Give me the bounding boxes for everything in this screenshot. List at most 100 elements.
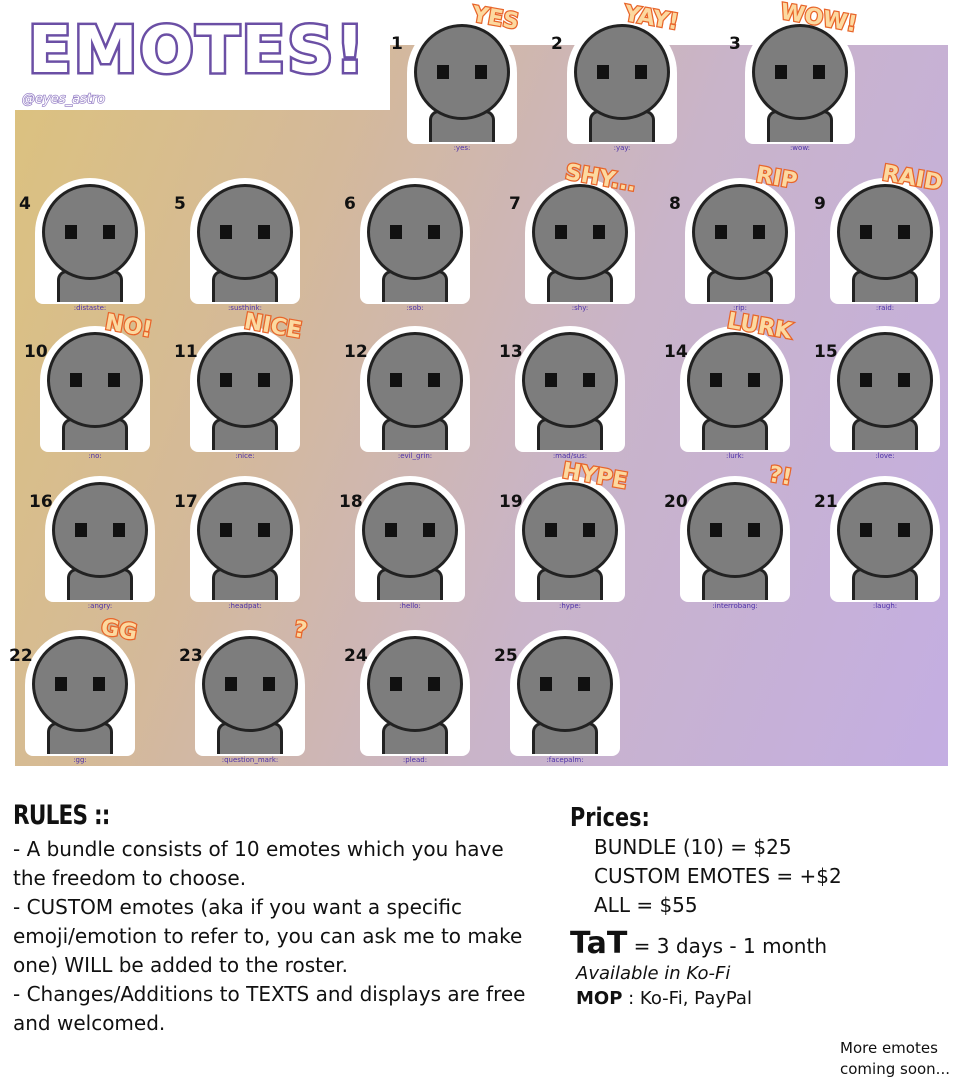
- emote-number: 4: [19, 194, 31, 214]
- payment-methods: MOP : Ko-Fi, PayPal: [576, 988, 950, 1009]
- emote-head: [197, 482, 293, 578]
- emote-eyes: [710, 373, 760, 387]
- emote-head: [837, 184, 933, 280]
- mop-label: MOP: [576, 988, 623, 1009]
- emote-eyes: [775, 65, 825, 79]
- emote-label: :plead:: [402, 756, 428, 764]
- emote-eyes: [545, 373, 595, 387]
- emote-number: 22: [9, 646, 33, 666]
- emote-label: :facepalm:: [546, 756, 584, 764]
- rules-heading: RULES ::: [13, 800, 110, 831]
- emote-number: 23: [179, 646, 203, 666]
- emote-rip: 8 RIP:rip:: [665, 161, 815, 320]
- emote-head: [362, 482, 458, 578]
- emote-label: :sob:: [406, 304, 424, 312]
- emote-number: 20: [664, 492, 688, 512]
- emote-label: :angry:: [87, 602, 113, 610]
- emote-love: 15 :love:: [810, 318, 960, 468]
- availability: Available in Ko-Fi: [576, 963, 731, 984]
- emote-label: :shy:: [571, 304, 589, 312]
- emote-label: :love:: [875, 452, 895, 460]
- emote-number: 15: [814, 342, 838, 362]
- artist-handle: @eyes_astro: [21, 91, 106, 108]
- emote-number: 9: [814, 194, 826, 214]
- emote-label: :no:: [88, 452, 102, 460]
- emote-nice: 11 NICE:nice:: [170, 308, 320, 468]
- emote-number: 7: [509, 194, 521, 214]
- emote-wow: 3 WOW!:wow:: [725, 0, 875, 160]
- emote-head: [367, 332, 463, 428]
- emote-eyes: [220, 225, 270, 239]
- emote-head: [837, 482, 933, 578]
- emote-head: [522, 332, 618, 428]
- mop-value: : Ko-Fi, PayPal: [622, 988, 752, 1009]
- emote-sheet-background: [15, 45, 948, 766]
- emote-head: [367, 636, 463, 732]
- emote-number: 12: [344, 342, 368, 362]
- rule-item: - A bundle consists of 10 emotes which y…: [13, 837, 504, 890]
- emote-hype: 19 HYPE:hype:: [495, 457, 645, 618]
- price-all: ALL = $55: [594, 893, 698, 917]
- more-coming-note: More emotes coming soon...: [840, 1039, 950, 1078]
- price-custom: CUSTOM EMOTES = +$2: [594, 864, 842, 888]
- emote-number: 25: [494, 646, 518, 666]
- emote-number: 10: [24, 342, 48, 362]
- emote-body: [57, 270, 123, 302]
- emote-head: [202, 636, 298, 732]
- emote-raid: 9 RAID:raid:: [810, 160, 960, 320]
- emote-head: [532, 184, 628, 280]
- emote-label: :susthink:: [227, 304, 263, 312]
- emote-eyes: [390, 677, 440, 691]
- emote-number: 2: [551, 34, 563, 54]
- emote-label: :headpat:: [228, 602, 262, 610]
- emote-eyes: [860, 523, 910, 537]
- emote-lurk: 14 LURK:lurk:: [660, 307, 810, 468]
- emote-number: 24: [344, 646, 368, 666]
- emote-no: 10 NO!:no:: [20, 309, 170, 468]
- emote-head: [197, 332, 293, 428]
- emote-head: [197, 184, 293, 280]
- emote-label: :raid:: [875, 304, 895, 312]
- emote-head: [42, 184, 138, 280]
- emote-eyes: [220, 523, 270, 537]
- emote-label: :yes:: [453, 144, 471, 152]
- emote-label: :nice:: [235, 452, 255, 460]
- emote-head: [517, 636, 613, 732]
- emote-label: :hello:: [399, 602, 421, 610]
- emote-gg: 22 GG:gg:: [5, 614, 155, 772]
- emote-head: [687, 482, 783, 578]
- emote-number: 1: [391, 34, 403, 54]
- price-bundle: BUNDLE (10) = $25: [594, 835, 792, 859]
- emote-head: [522, 482, 618, 578]
- emote-number: 5: [174, 194, 186, 214]
- emote-number: 8: [669, 194, 681, 214]
- emote-eyes: [540, 677, 590, 691]
- emote-head: [752, 24, 848, 120]
- emote-head: [574, 24, 670, 120]
- emote-label: :question_mark:: [221, 756, 279, 764]
- emote-eyes: [55, 677, 105, 691]
- emote-eyes: [860, 373, 910, 387]
- emote-eyes: [390, 225, 440, 239]
- emote-head: [32, 636, 128, 732]
- emote-eyes: [70, 373, 120, 387]
- emote-number: 13: [499, 342, 523, 362]
- emote-number: 6: [344, 194, 356, 214]
- emote-number: 3: [729, 34, 741, 54]
- emote-head: [414, 24, 510, 120]
- emote-label: :evil_grin:: [397, 452, 433, 460]
- emote-head: [367, 184, 463, 280]
- emote-facepalm: 25 :facepalm:: [490, 622, 640, 772]
- emote-eyes: [597, 65, 647, 79]
- emote-number: 14: [664, 342, 688, 362]
- emote-label: :distaste:: [73, 304, 107, 312]
- emote-label: :mad/sus:: [552, 452, 588, 460]
- emote-label: :yay:: [613, 144, 631, 152]
- tat-value: = 3 days - 1 month: [627, 934, 827, 958]
- emote-number: 18: [339, 492, 363, 512]
- emote-head: [837, 332, 933, 428]
- emote-lettering: ?: [291, 616, 310, 645]
- emote-label: :lurk:: [725, 452, 745, 460]
- emote-eyes: [65, 225, 115, 239]
- emote-number: 11: [174, 342, 198, 362]
